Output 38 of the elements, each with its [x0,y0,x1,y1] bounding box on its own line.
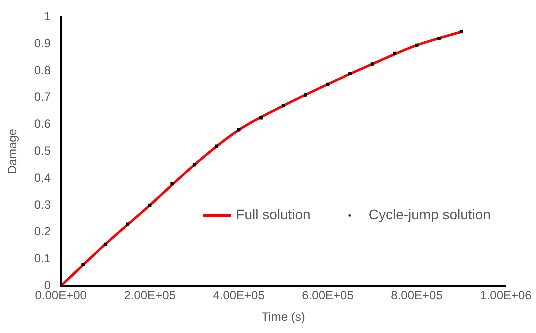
point [237,128,241,132]
y-tick-label: 0.6 [34,117,52,132]
point [348,72,352,76]
point [260,116,263,120]
point [326,82,330,86]
y-tick-label: 0.8 [34,63,52,78]
point [282,104,286,108]
x-axis-title: Time (s) [262,310,306,324]
legend-label: Cycle-jump solution [368,206,492,223]
point [104,242,108,246]
y-axis-title: Damage [6,128,20,174]
y-tick-label: 0.4 [34,170,52,185]
point [415,44,419,48]
point [148,204,152,208]
point [215,144,218,148]
point [393,52,396,56]
point [460,30,464,34]
y-tick-label: 0.9 [34,36,52,50]
x-tick-label: 8.00E+05 [391,288,444,303]
point [82,263,85,266]
x-tick-label: 2.00E+05 [124,288,176,303]
point [304,94,308,97]
point [170,182,174,186]
x-tick-label: 1.00E+06 [480,288,532,303]
point [370,62,374,66]
y-tick-label: 0.7 [34,90,52,104]
point [438,37,441,40]
x-tick-label: 0.00E+00 [35,288,88,303]
x-tick-label: 4.00E+05 [213,288,266,303]
y-tick-label: 1 [44,10,52,24]
y-tick-label: 0.3 [34,198,52,212]
y-tick-label: 0.1 [34,252,52,266]
y-tick-label: 0.5 [34,144,52,158]
x-tick-label: 6.00E+05 [302,288,354,303]
point [192,164,196,167]
point [126,222,130,226]
legend-label: Full solution [236,206,311,223]
y-tick-label: 0.2 [34,224,52,239]
